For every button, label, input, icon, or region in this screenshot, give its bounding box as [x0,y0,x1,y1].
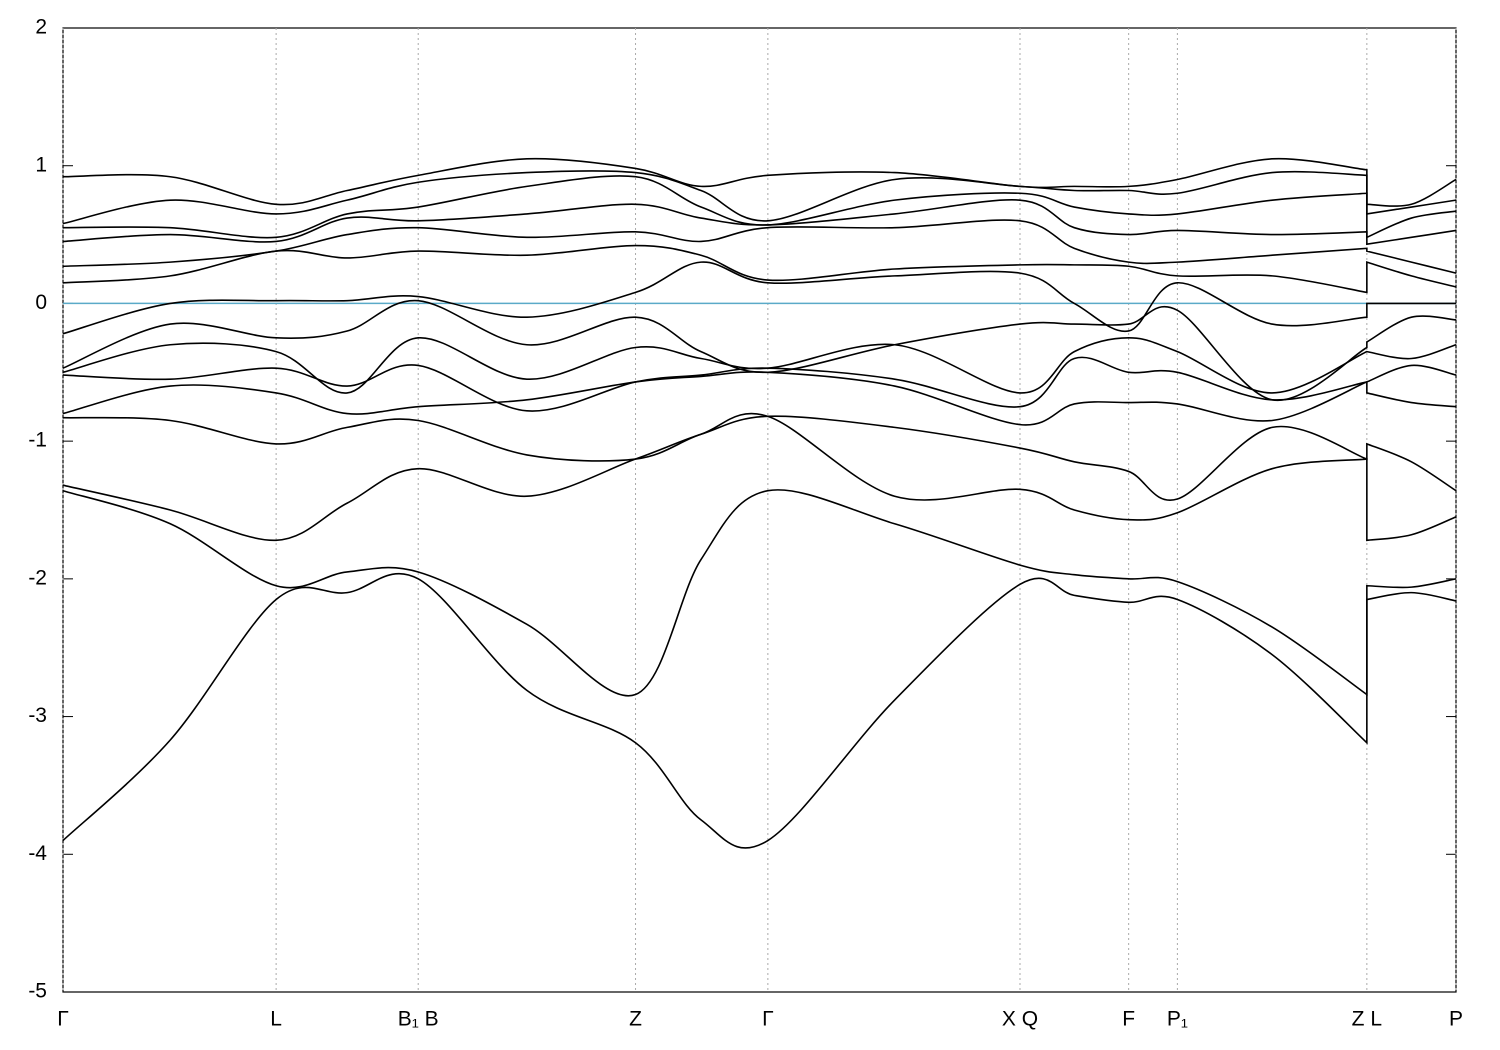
plot-frame [62,27,1457,993]
y-tick-label: 2 [35,16,47,39]
band-line [62,244,1457,294]
y-tick-label: -5 [28,980,47,1003]
band-line [62,175,1457,239]
band-line [62,157,1457,207]
x-tick-label: X Q [1002,1008,1038,1031]
band-line [62,337,1457,394]
y-tick-label: -3 [28,704,47,727]
x-tick-label: L [270,1008,282,1031]
band-line [62,219,1457,274]
band-line [62,261,1456,335]
x-tick-label: Γ [57,1008,69,1031]
band-line [62,415,1457,501]
x-tick-label: B₁ B [398,1008,439,1031]
x-tick-label: Γ [762,1008,774,1031]
band-line [62,489,1457,697]
y-tick-label: -1 [28,429,47,452]
x-tick-label: P₁ [1167,1008,1188,1031]
band-line [62,412,1457,542]
y-tick-label: -2 [28,566,47,589]
y-tick-label: 1 [35,153,47,176]
band-line [62,170,1457,225]
x-tick-label: Z [629,1008,642,1031]
x-tick-label: F [1122,1008,1135,1031]
band-line [62,199,1457,246]
band-line [62,371,1457,426]
y-tick-label: 0 [35,291,47,314]
band-line [62,299,1457,402]
x-tick-label: P [1449,1008,1463,1031]
band-line [62,572,1457,849]
x-tick-label: Z L [1352,1008,1382,1031]
y-tick-label: -4 [28,842,47,865]
